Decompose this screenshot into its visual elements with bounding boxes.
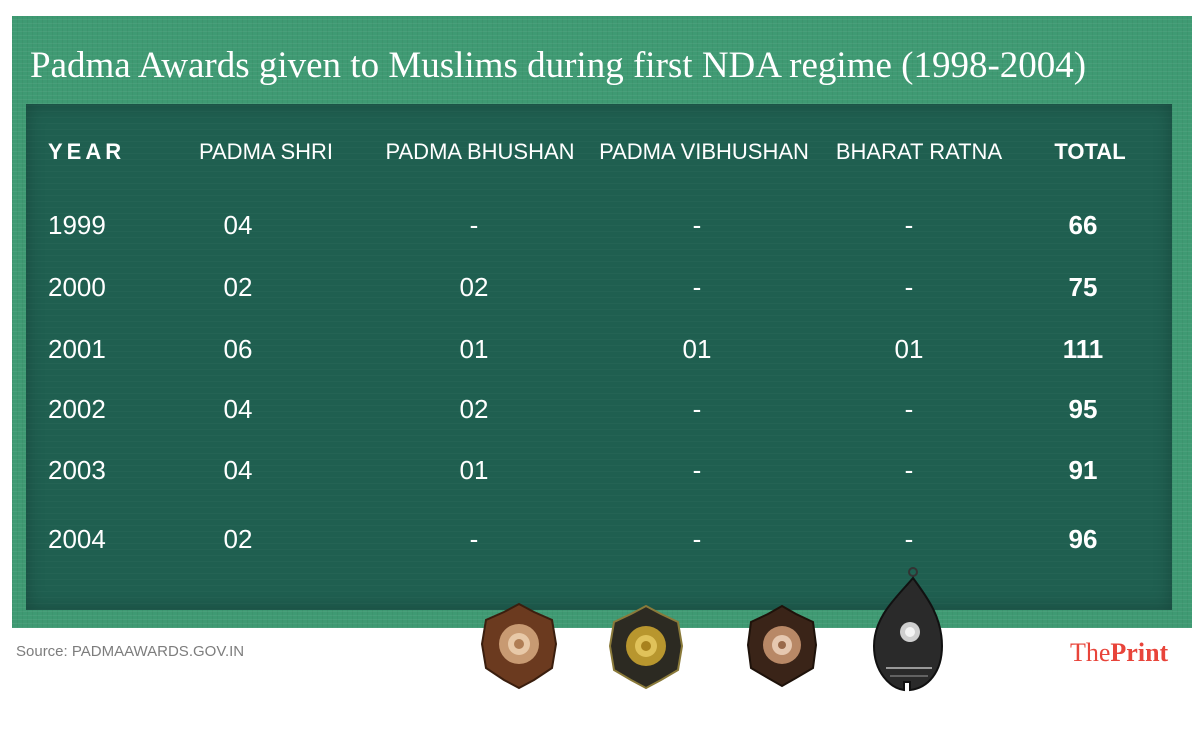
cell-total: 66 — [1068, 210, 1098, 240]
cell-padma-bhushan: - — [469, 524, 479, 554]
theprint-logo: ThePrint — [1070, 638, 1169, 667]
cell-padma-shri: 04 — [223, 210, 253, 240]
cell-padma-vibhushan: - — [692, 455, 702, 485]
header-padma-bhushan: PADMA BHUSHAN — [385, 139, 575, 164]
cell-padma-vibhushan: 01 — [682, 334, 712, 364]
cell-year: 2003 — [48, 455, 106, 485]
cell-year: 2000 — [48, 272, 106, 302]
padma-shri-medal-icon — [480, 602, 558, 690]
header-year: YEAR — [48, 139, 126, 164]
table-panel — [26, 104, 1172, 610]
cell-padma-bhushan: 01 — [459, 455, 489, 485]
cell-year: 2002 — [48, 394, 106, 424]
source-note: Source: PADMAAWARDS.GOV.IN — [16, 643, 245, 660]
cell-year: 1999 — [48, 210, 106, 240]
cell-bharat-ratna: - — [904, 524, 914, 554]
bharat-ratna-medal-icon — [872, 567, 944, 692]
header-total: TOTAL — [1054, 139, 1126, 164]
cell-padma-shri: 06 — [223, 334, 253, 364]
header-padma-shri: PADMA SHRI — [198, 139, 334, 164]
cell-padma-vibhushan: - — [692, 524, 702, 554]
cell-padma-shri: 04 — [223, 455, 253, 485]
cell-padma-bhushan: - — [469, 210, 479, 240]
cell-total: 96 — [1068, 524, 1098, 554]
cell-bharat-ratna: - — [904, 272, 914, 302]
cell-padma-vibhushan: - — [692, 394, 702, 424]
cell-padma-shri: 04 — [223, 394, 253, 424]
padma-bhushan-medal-icon — [608, 604, 684, 690]
header-padma-vibhushan: PADMA VIBHUSHAN — [599, 139, 809, 164]
cell-total: 95 — [1068, 394, 1098, 424]
cell-padma-bhushan: 02 — [459, 272, 489, 302]
cell-year: 2001 — [48, 334, 106, 364]
padma-vibhushan-medal-icon — [746, 604, 818, 688]
cell-total: 75 — [1068, 272, 1098, 302]
cell-total: 111 — [1062, 334, 1104, 364]
cell-bharat-ratna: - — [904, 210, 914, 240]
cell-bharat-ratna: - — [904, 455, 914, 485]
cell-padma-shri: 02 — [223, 524, 253, 554]
cell-bharat-ratna: - — [904, 394, 914, 424]
cell-padma-bhushan: 02 — [459, 394, 489, 424]
header-bharat-ratna: BHARAT RATNA — [835, 139, 1003, 164]
cell-padma-vibhushan: - — [692, 272, 702, 302]
cell-padma-bhushan: 01 — [459, 334, 489, 364]
cell-padma-vibhushan: - — [692, 210, 702, 240]
cell-bharat-ratna: 01 — [894, 334, 924, 364]
cell-padma-shri: 02 — [223, 272, 253, 302]
cell-total: 91 — [1068, 455, 1098, 485]
page-title: Padma Awards given to Muslims during fir… — [30, 45, 1087, 86]
cell-year: 2004 — [48, 524, 106, 554]
